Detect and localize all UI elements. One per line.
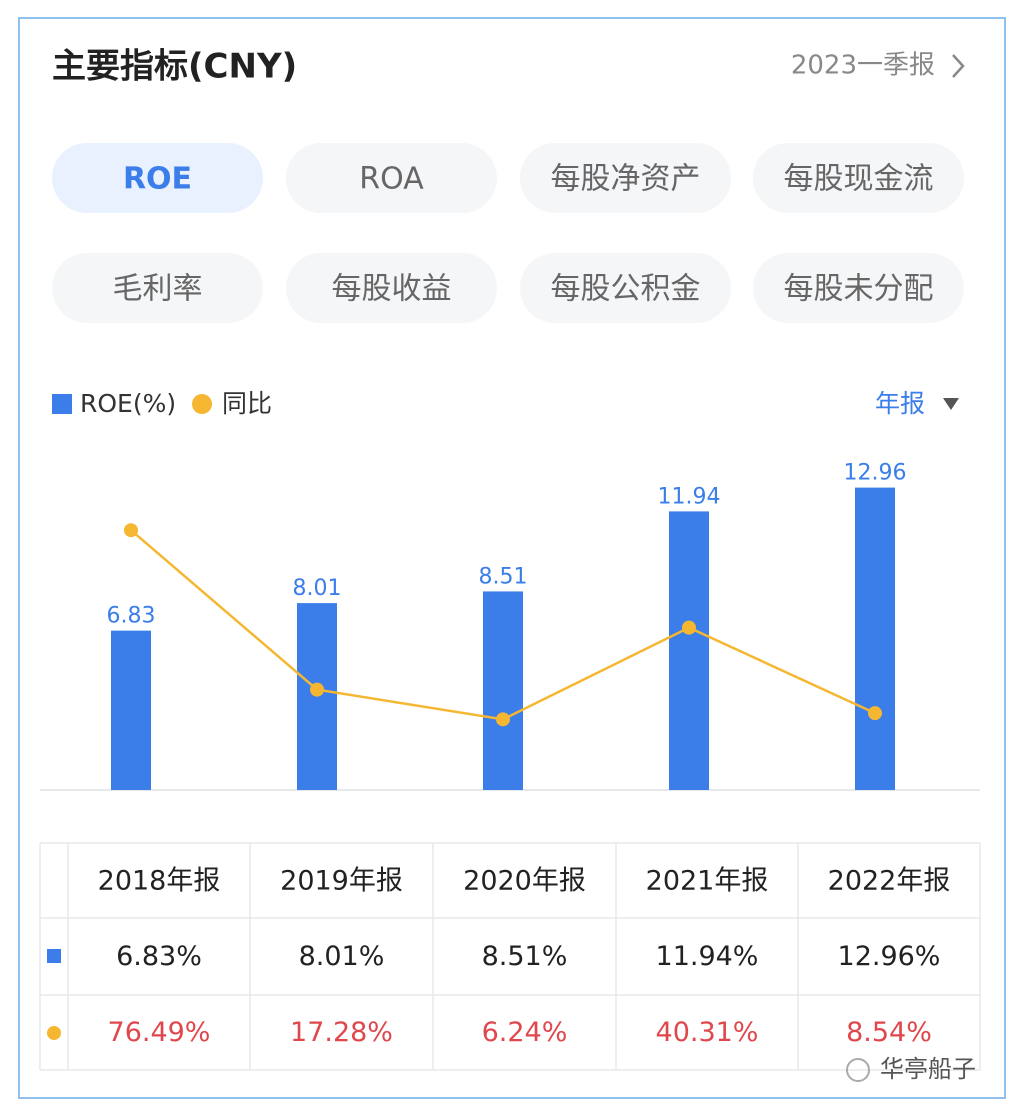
bar bbox=[483, 591, 523, 790]
tab-pill[interactable] bbox=[520, 253, 731, 323]
table-cell: 8.51% bbox=[482, 941, 568, 972]
bar bbox=[111, 630, 151, 790]
legend-label: 同比 bbox=[222, 389, 272, 418]
tab-label[interactable]: 每股收益 bbox=[332, 272, 452, 307]
table-cell: 17.28% bbox=[290, 1017, 393, 1048]
table-header: 2020年报 bbox=[463, 866, 586, 897]
bar bbox=[855, 487, 895, 790]
tab-pill[interactable] bbox=[753, 143, 964, 213]
table-cell: 76.49% bbox=[108, 1017, 211, 1048]
table-header: 2018年报 bbox=[98, 866, 221, 897]
row-icon-line bbox=[47, 1026, 61, 1040]
bar-label: 8.01 bbox=[293, 576, 342, 601]
tab-pill[interactable] bbox=[52, 253, 263, 323]
bar bbox=[669, 511, 709, 790]
table-header: 2019年报 bbox=[280, 866, 403, 897]
bar-label: 8.51 bbox=[479, 564, 528, 589]
bar-label: 12.96 bbox=[844, 461, 907, 486]
line-point bbox=[124, 523, 138, 538]
period-link[interactable]: 2023一季报 bbox=[791, 51, 935, 81]
watermark: 华亭船子 bbox=[880, 1055, 976, 1083]
line-point bbox=[682, 620, 696, 635]
table-cell: 8.54% bbox=[846, 1017, 932, 1048]
table-header: 2021年报 bbox=[646, 866, 769, 897]
tab-label[interactable]: 每股现金流 bbox=[784, 162, 934, 197]
chart: 6.83 8.01 8.51 11.94 12.96 bbox=[107, 461, 907, 790]
legend-label: ROE(%) bbox=[80, 389, 176, 418]
chevron[interactable] bbox=[952, 54, 965, 78]
table-cell: 6.24% bbox=[482, 1017, 568, 1048]
tab-pill[interactable] bbox=[286, 143, 497, 213]
tab-pill[interactable] bbox=[286, 253, 497, 323]
bar-label: 6.83 bbox=[107, 604, 156, 629]
table-cell: 11.94% bbox=[656, 941, 759, 972]
table: 2018年报 2019年报 2020年报 2021年报 2022年报 6.83% 8.01%… bbox=[39, 842, 981, 1071]
tab-pill[interactable] bbox=[753, 253, 964, 323]
line-point bbox=[868, 706, 882, 721]
table-cell: 8.01% bbox=[299, 941, 385, 972]
dropdown-arrow[interactable] bbox=[943, 398, 959, 410]
table-cell: 40.31% bbox=[656, 1017, 759, 1048]
legend-swatch-line bbox=[192, 394, 212, 414]
title: 主要指标(CNY) bbox=[52, 47, 297, 87]
watermark-icon bbox=[846, 1058, 870, 1082]
tab-pill[interactable] bbox=[52, 143, 263, 213]
legend-swatch-bar bbox=[52, 394, 72, 414]
table-header: 2022年报 bbox=[828, 866, 951, 897]
tab-pill[interactable] bbox=[520, 143, 731, 213]
line-point bbox=[310, 682, 324, 697]
period-selector[interactable]: 年报 bbox=[875, 389, 925, 418]
tab-label[interactable]: ROA bbox=[359, 162, 424, 197]
tab-label[interactable]: 每股未分配 bbox=[784, 272, 934, 307]
tab-label[interactable]: 每股公积金 bbox=[551, 272, 701, 307]
bar-label: 11.94 bbox=[658, 484, 721, 509]
tab-label[interactable]: ROE bbox=[123, 162, 192, 197]
line-point bbox=[496, 712, 510, 727]
table-cell: 12.96% bbox=[838, 941, 941, 972]
table-cell: 6.83% bbox=[116, 941, 202, 972]
row-icon-bar bbox=[47, 949, 61, 963]
tab-label[interactable]: 毛利率 bbox=[113, 272, 203, 307]
tab-label[interactable]: 每股净资产 bbox=[551, 162, 701, 197]
